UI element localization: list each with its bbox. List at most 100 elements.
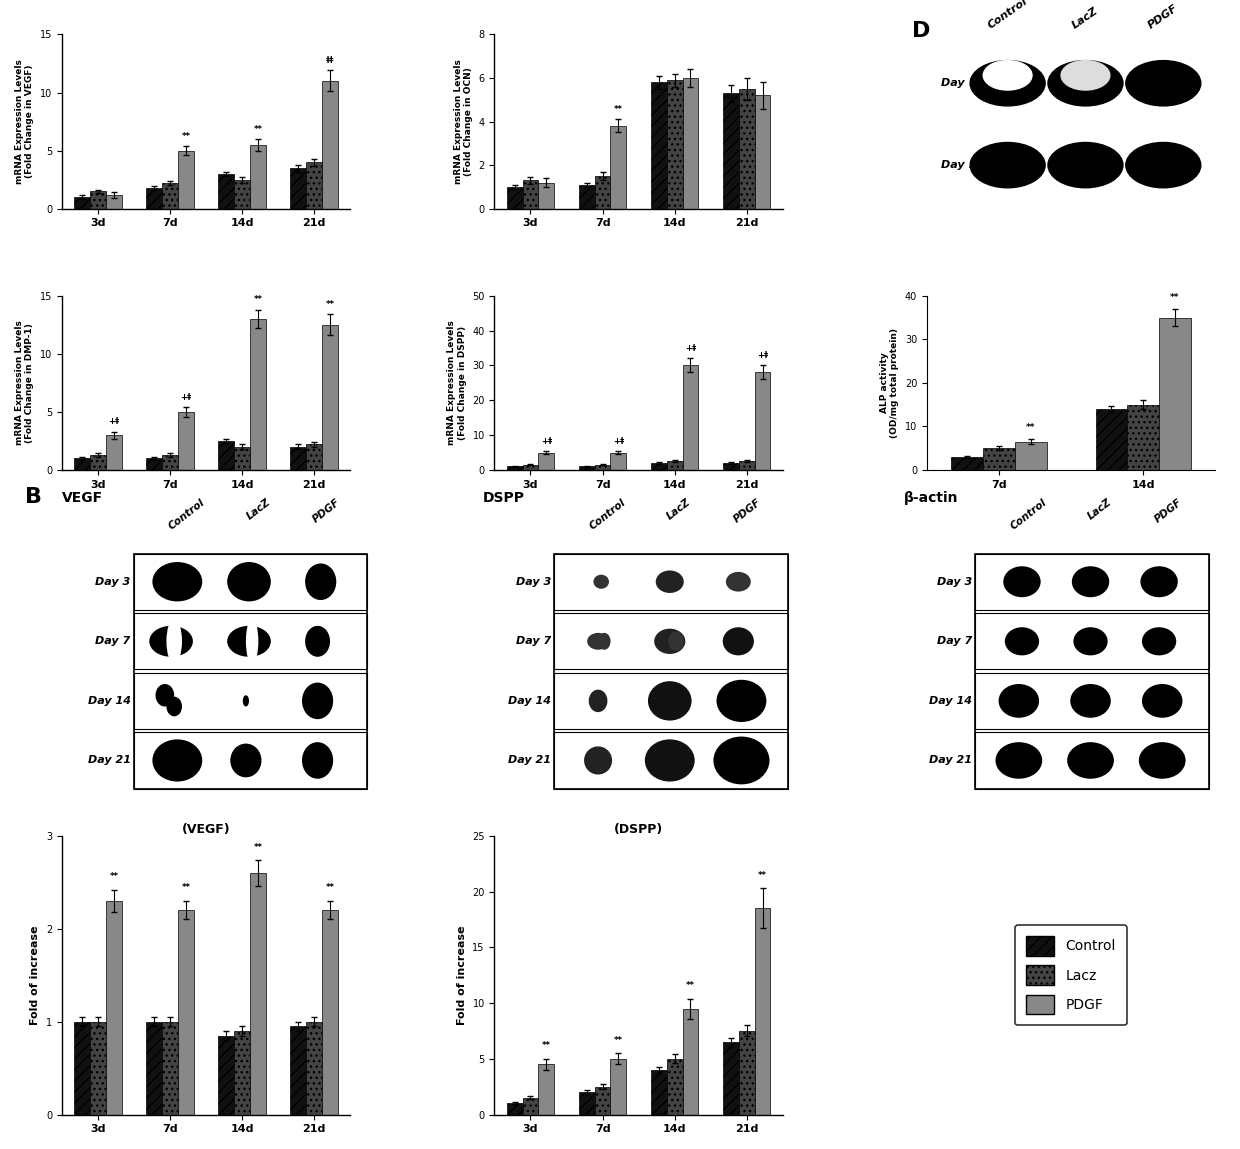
Text: **: ** xyxy=(253,842,263,851)
Text: **: ** xyxy=(686,981,694,990)
Ellipse shape xyxy=(1141,566,1178,597)
Text: β-actin: β-actin xyxy=(904,491,959,504)
Bar xyxy=(105,901,122,1115)
Bar xyxy=(522,1097,538,1115)
FancyBboxPatch shape xyxy=(975,614,1209,670)
Text: Day 7: Day 7 xyxy=(95,637,130,646)
Ellipse shape xyxy=(588,633,609,649)
Bar xyxy=(755,95,770,209)
Ellipse shape xyxy=(231,743,262,778)
Bar xyxy=(306,162,322,209)
Text: **: ** xyxy=(1025,423,1035,432)
Text: ‡‡: ‡‡ xyxy=(326,56,335,65)
Ellipse shape xyxy=(1142,627,1177,655)
Bar xyxy=(218,1035,234,1115)
Bar xyxy=(755,908,770,1115)
Ellipse shape xyxy=(1004,627,1039,655)
Ellipse shape xyxy=(1138,742,1185,779)
Bar xyxy=(218,173,234,209)
Bar xyxy=(507,466,522,470)
FancyBboxPatch shape xyxy=(134,614,367,670)
Bar xyxy=(579,466,595,470)
Ellipse shape xyxy=(598,633,610,649)
Text: **: ** xyxy=(758,871,768,880)
Bar xyxy=(723,1042,739,1115)
Text: +‡: +‡ xyxy=(756,352,769,361)
Text: **: ** xyxy=(326,300,335,309)
Text: **: ** xyxy=(326,884,335,893)
Bar xyxy=(146,1021,162,1115)
Text: **: ** xyxy=(109,872,118,881)
Bar xyxy=(723,93,739,209)
Ellipse shape xyxy=(243,695,249,707)
Bar xyxy=(105,194,122,209)
Ellipse shape xyxy=(589,689,608,712)
Bar xyxy=(234,447,250,470)
Legend: Control, Lacz, PDGF: Control, Lacz, PDGF xyxy=(1016,925,1127,1025)
Y-axis label: mRNA Expression Levels
(Fold Change in VEGF): mRNA Expression Levels (Fold Change in V… xyxy=(15,59,35,184)
Bar xyxy=(667,1058,682,1115)
Text: **: ** xyxy=(181,132,191,140)
Bar xyxy=(290,447,306,470)
Bar xyxy=(1127,404,1159,470)
Bar xyxy=(306,445,322,470)
Y-axis label: ALP activity
(OD/mg total protein): ALP activity (OD/mg total protein) xyxy=(880,327,899,438)
FancyBboxPatch shape xyxy=(975,673,1209,728)
Ellipse shape xyxy=(1142,684,1183,718)
Bar xyxy=(234,1031,250,1115)
Bar xyxy=(306,1021,322,1115)
Bar xyxy=(682,365,698,470)
Ellipse shape xyxy=(594,574,609,588)
Bar xyxy=(755,372,770,470)
Text: +‡: +‡ xyxy=(541,437,552,446)
FancyBboxPatch shape xyxy=(554,732,789,788)
Ellipse shape xyxy=(166,696,182,716)
FancyBboxPatch shape xyxy=(975,554,1209,610)
Text: D: D xyxy=(913,21,931,40)
Bar xyxy=(250,145,265,209)
Text: +‡: +‡ xyxy=(613,437,624,446)
Bar xyxy=(983,448,1014,470)
Text: DSPP: DSPP xyxy=(482,491,525,504)
Bar xyxy=(290,1026,306,1115)
Ellipse shape xyxy=(1074,627,1107,655)
Bar xyxy=(682,78,698,209)
Bar xyxy=(322,325,339,470)
Text: Day 14: Day 14 xyxy=(941,160,985,170)
Y-axis label: Fold of increase: Fold of increase xyxy=(456,925,466,1025)
Text: LacZ: LacZ xyxy=(1086,498,1114,522)
Text: Day 21: Day 21 xyxy=(929,755,972,765)
Bar xyxy=(322,80,339,209)
Bar xyxy=(595,464,610,470)
Circle shape xyxy=(1126,61,1200,106)
Ellipse shape xyxy=(155,684,174,707)
Bar xyxy=(579,185,595,209)
Text: LacZ: LacZ xyxy=(666,498,693,522)
Text: **: ** xyxy=(542,1041,551,1050)
Text: Day 14: Day 14 xyxy=(929,696,972,705)
Text: **: ** xyxy=(1171,293,1179,302)
Ellipse shape xyxy=(303,683,334,719)
Text: **: ** xyxy=(253,295,263,304)
Bar xyxy=(179,151,193,209)
FancyBboxPatch shape xyxy=(975,732,1209,788)
Ellipse shape xyxy=(656,570,683,593)
Bar xyxy=(522,464,538,470)
FancyBboxPatch shape xyxy=(134,673,367,728)
Text: Day 14: Day 14 xyxy=(88,696,130,705)
Ellipse shape xyxy=(305,626,330,657)
Text: Day 21: Day 21 xyxy=(88,755,130,765)
Text: Day 3: Day 3 xyxy=(95,577,130,587)
Text: Control: Control xyxy=(986,0,1029,31)
Text: Control: Control xyxy=(588,498,627,532)
Ellipse shape xyxy=(1071,566,1110,597)
Bar xyxy=(179,910,193,1115)
Text: Day 3: Day 3 xyxy=(516,577,552,587)
Y-axis label: Fold of increase: Fold of increase xyxy=(31,925,41,1025)
Ellipse shape xyxy=(166,619,182,664)
Title: (DSPP): (DSPP) xyxy=(614,823,663,835)
Circle shape xyxy=(970,142,1045,187)
Ellipse shape xyxy=(668,632,683,651)
Y-axis label: mRNA Expression Levels
(Fold Change in DMP-1): mRNA Expression Levels (Fold Change in D… xyxy=(15,321,35,446)
Text: PDGF: PDGF xyxy=(1153,498,1184,525)
